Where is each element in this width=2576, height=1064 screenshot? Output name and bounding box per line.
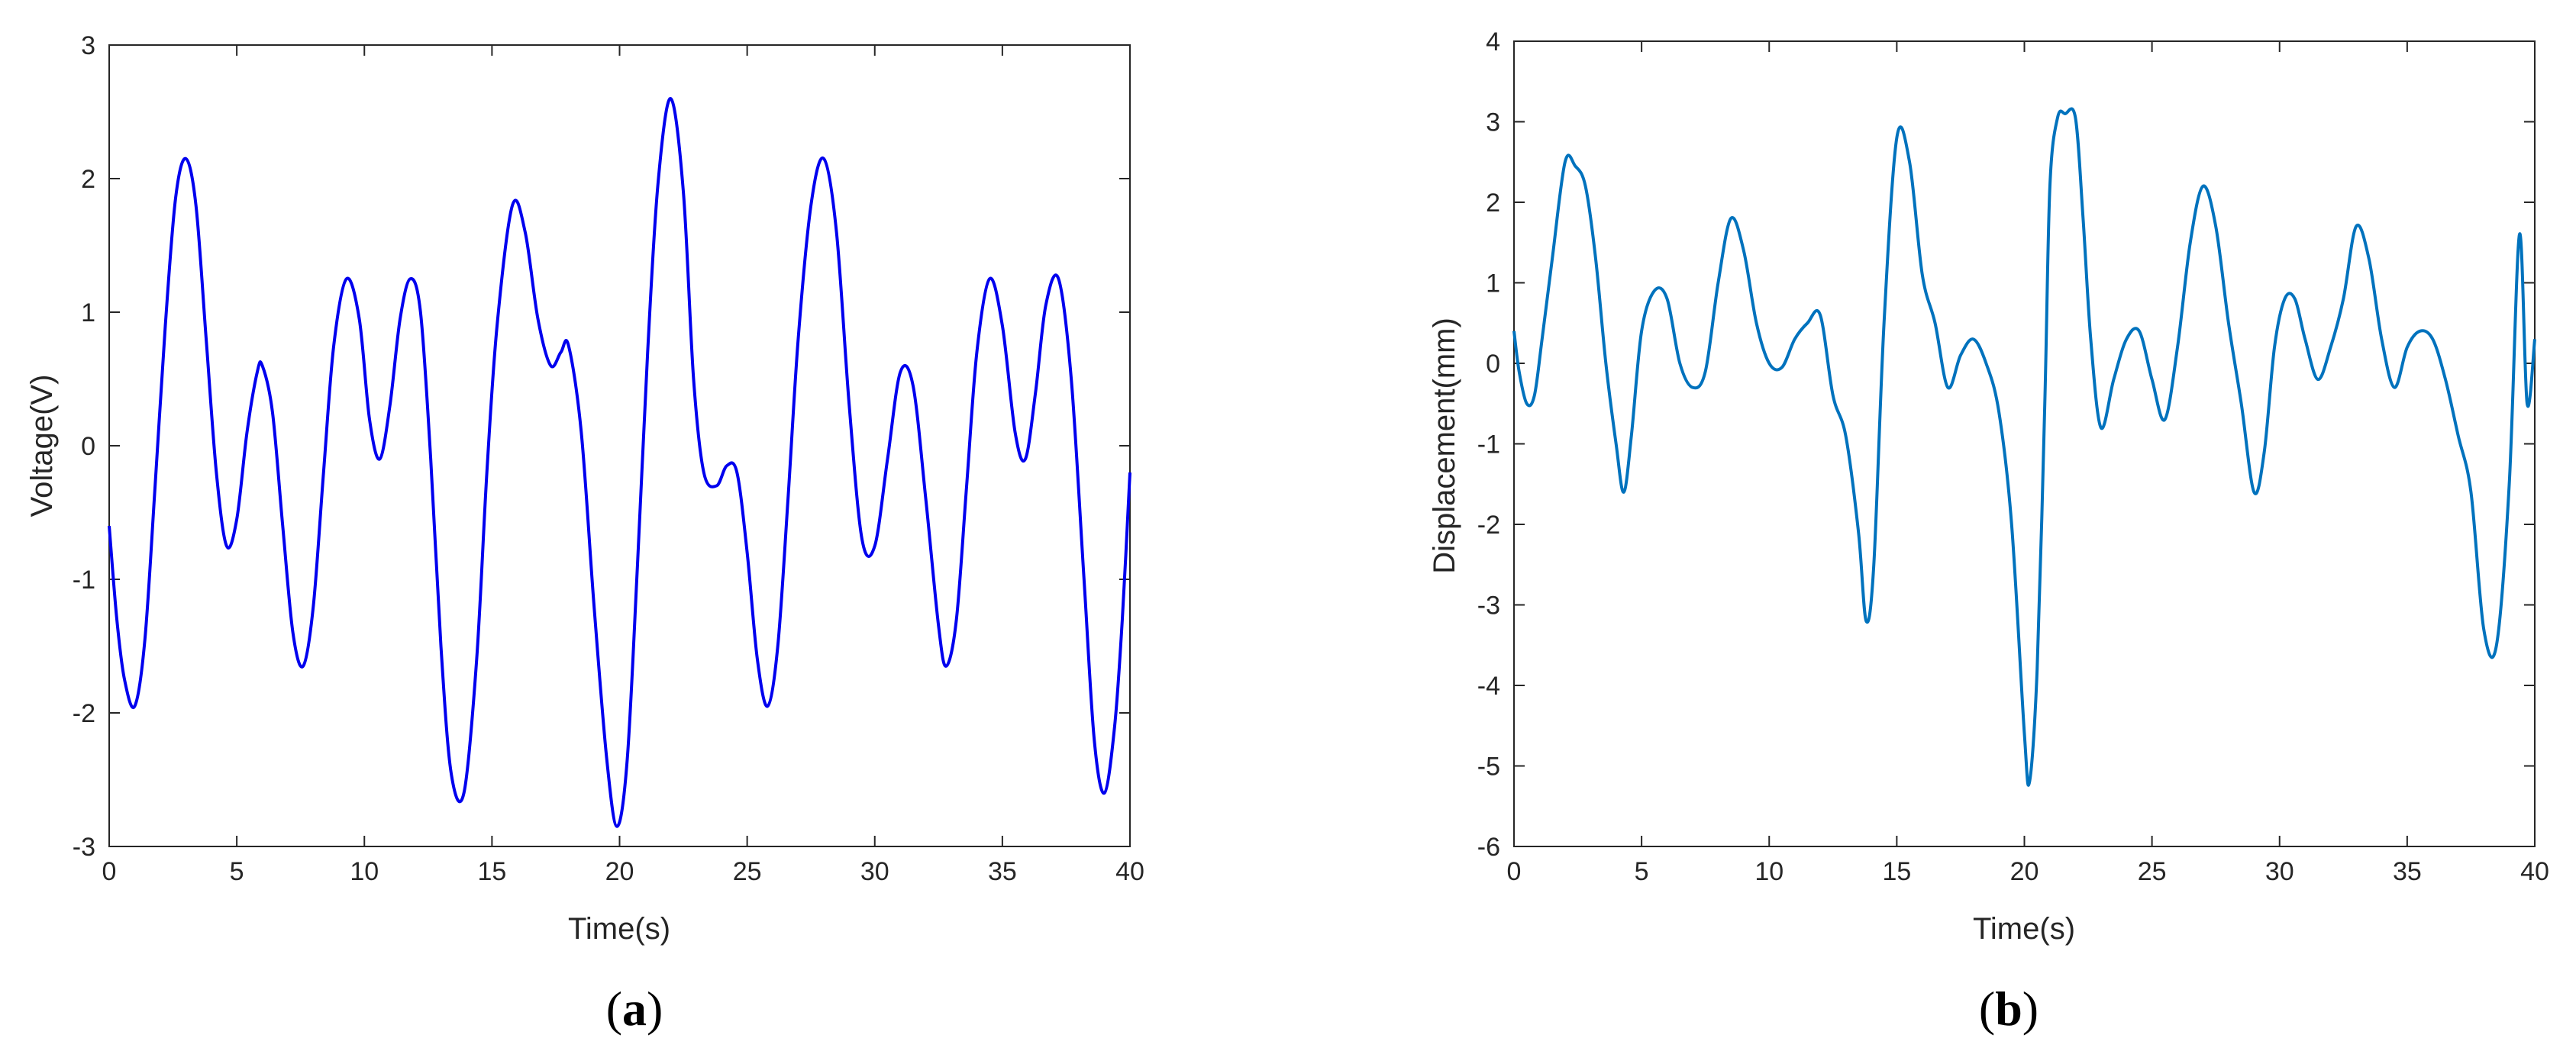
y-tick-label: 4 — [1486, 27, 1500, 56]
y-axis-label: Voltage(V) — [25, 375, 59, 517]
axis-ticks — [1513, 40, 2536, 847]
y-tick-label: -3 — [73, 833, 95, 862]
x-tick-label: 30 — [2265, 857, 2294, 886]
y-tick-label: -2 — [73, 699, 95, 728]
y-tick-label: -1 — [1477, 430, 1500, 459]
y-tick-label: -4 — [1477, 672, 1500, 701]
y-tick-label: -3 — [1477, 592, 1500, 621]
x-axis-label: Time(s) — [1973, 912, 2075, 946]
panel-label-b: (b) — [1979, 982, 2039, 1036]
x-tick-label: 35 — [2393, 857, 2422, 886]
x-tick-label: 0 — [102, 857, 117, 886]
y-axis-label: Displacement(mm) — [1428, 318, 1461, 574]
x-tick-label: 20 — [2010, 857, 2039, 886]
x-tick-label: 0 — [1507, 857, 1522, 886]
x-tick-label: 25 — [2138, 857, 2167, 886]
y-tick-label: 2 — [81, 165, 95, 194]
tick-labels: 0 5 10 15 20 25 30 35 40 -6 -5 -4 -3 -2 -1 0 1 2 3 4 — [1477, 27, 2549, 886]
x-tick-label: 15 — [1882, 857, 1911, 886]
y-tick-label: 2 — [1486, 189, 1500, 218]
y-tick-label: -6 — [1477, 833, 1500, 862]
x-tick-label: 10 — [350, 857, 379, 886]
x-tick-label: 30 — [860, 857, 889, 886]
x-axis-label: Time(s) — [568, 912, 670, 946]
y-tick-label: -1 — [73, 566, 95, 595]
panel-label-a: (a) — [606, 982, 663, 1036]
x-tick-label: 5 — [230, 857, 244, 886]
x-tick-label: 35 — [988, 857, 1017, 886]
displacement-series-line — [1512, 107, 2536, 787]
x-tick-label: 40 — [2520, 857, 2549, 886]
plot-frame — [108, 44, 1131, 847]
panel-letter: b — [1995, 982, 2022, 1036]
axis-ticks — [108, 44, 1131, 847]
x-tick-label: 20 — [605, 857, 634, 886]
y-tick-label: -5 — [1477, 753, 1500, 782]
panel-b-displacement-chart: 0 5 10 15 20 25 30 35 40 -6 -5 -4 -3 -2 -1 0 1 2 3 4 Time(s… — [1428, 27, 2549, 1036]
y-tick-label: 1 — [81, 298, 95, 327]
panel-a-voltage-chart: 0 5 10 15 20 25 30 35 40 -3 -2 -1 0 1 2 3 Time(s) Volta… — [25, 31, 1144, 1036]
x-tick-label: 25 — [733, 857, 762, 886]
y-tick-label: -2 — [1477, 511, 1500, 540]
y-tick-label: 1 — [1486, 269, 1500, 298]
voltage-series-line — [108, 96, 1131, 828]
panel-letter: a — [622, 982, 647, 1036]
y-tick-label: 0 — [81, 432, 95, 461]
x-tick-label: 5 — [1635, 857, 1649, 886]
y-tick-label: 0 — [1486, 350, 1500, 379]
x-tick-label: 10 — [1754, 857, 1784, 886]
x-tick-label: 15 — [477, 857, 506, 886]
y-tick-label: 3 — [81, 31, 95, 60]
tick-labels: 0 5 10 15 20 25 30 35 40 -3 -2 -1 0 1 2 3 — [73, 31, 1144, 886]
y-tick-label: 3 — [1486, 108, 1500, 137]
x-tick-label: 40 — [1115, 857, 1144, 886]
